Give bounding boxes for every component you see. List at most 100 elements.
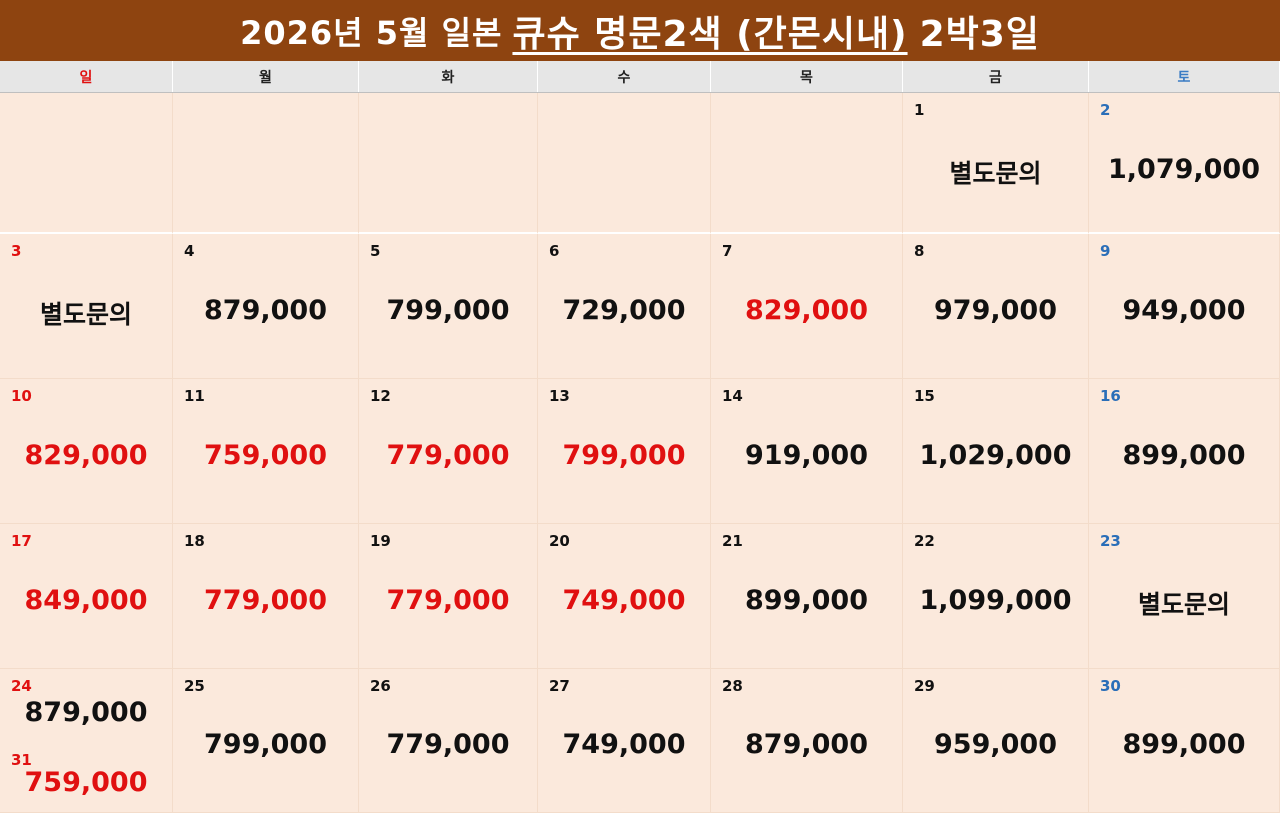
- day-cell: [173, 93, 359, 234]
- day-price: 899,000: [1122, 439, 1246, 471]
- day-cell[interactable]: 14 919,000: [711, 379, 903, 524]
- day-cell[interactable]: 17 849,000: [0, 524, 173, 669]
- day-number: 30: [1100, 677, 1121, 695]
- weekday-wed: 수: [538, 61, 711, 92]
- inquiry-note: 별도문의: [949, 158, 1042, 188]
- day-price: 879,000: [204, 294, 327, 326]
- day-cell[interactable]: 26 779,000: [359, 669, 538, 813]
- title-prefix: 2026년 5월 일본: [240, 13, 503, 52]
- day-number: 27: [549, 677, 570, 695]
- day-price: 779,000: [386, 729, 510, 760]
- day-price: 879,000: [24, 697, 148, 728]
- weekday-tue: 화: [359, 61, 538, 92]
- day-number: 16: [1100, 387, 1121, 405]
- weekday-sun: 일: [0, 61, 173, 92]
- day-price: 959,000: [934, 729, 1057, 760]
- day-price: 849,000: [24, 584, 148, 616]
- day-number: 7: [722, 242, 733, 260]
- day-price: 749,000: [562, 729, 686, 760]
- day-price: 759,000: [24, 767, 148, 798]
- day-number: 20: [549, 532, 570, 550]
- day-cell[interactable]: 1 별도문의: [903, 93, 1089, 234]
- day-cell[interactable]: 19 779,000: [359, 524, 538, 669]
- title-highlight: 큐슈 명문2색 (간몬시내): [512, 13, 908, 55]
- day-number: 22: [914, 532, 935, 550]
- day-cell[interactable]: 21 899,000: [711, 524, 903, 669]
- day-cell[interactable]: 11 759,000: [173, 379, 359, 524]
- week-row: 1 별도문의 2 1,079,000: [0, 93, 1280, 234]
- day-number: 24: [11, 677, 32, 695]
- day-cell[interactable]: 15 1,029,000: [903, 379, 1089, 524]
- day-cell[interactable]: 24 879,000 31 759,000: [0, 669, 173, 813]
- day-cell[interactable]: 3 별도문의: [0, 234, 173, 379]
- day-cell[interactable]: 12 779,000: [359, 379, 538, 524]
- title-suffix: 2박3일: [919, 13, 1040, 55]
- week-row: 24 879,000 31 759,000 25 799,000 26 779,000 27 74…: [0, 669, 1280, 813]
- day-number: 26: [370, 677, 391, 695]
- day-cell[interactable]: 23 별도문의: [1089, 524, 1280, 669]
- day-number: 11: [184, 387, 205, 405]
- day-number: 19: [370, 532, 391, 550]
- day-cell[interactable]: 22 1,099,000: [903, 524, 1089, 669]
- day-cell[interactable]: 10 829,000: [0, 379, 173, 524]
- day-cell[interactable]: 25 799,000: [173, 669, 359, 813]
- day-price: 1,029,000: [919, 439, 1072, 471]
- day-cell[interactable]: 27 749,000: [538, 669, 711, 813]
- day-price: 759,000: [204, 439, 327, 471]
- day-cell[interactable]: 9 949,000: [1089, 234, 1280, 379]
- day-price: 979,000: [934, 294, 1057, 326]
- weekday-thu: 목: [711, 61, 903, 92]
- week-row: 17 849,000 18 779,000 19 779,000 20 749,000 21 89…: [0, 524, 1280, 669]
- day-number: 8: [914, 242, 925, 260]
- day-price: 899,000: [1122, 729, 1246, 760]
- day-number: 23: [1100, 532, 1121, 550]
- day-price: 749,000: [562, 584, 686, 616]
- day-cell: [538, 93, 711, 234]
- day-cell: [0, 93, 173, 234]
- day-price: 779,000: [386, 439, 510, 471]
- day-price: 1,079,000: [1107, 153, 1261, 185]
- day-cell[interactable]: 8 979,000: [903, 234, 1089, 379]
- day-number: 18: [184, 532, 205, 550]
- day-number: 6: [549, 242, 560, 260]
- day-price: 779,000: [204, 584, 327, 616]
- day-cell[interactable]: 4 879,000: [173, 234, 359, 379]
- day-number: 21: [722, 532, 743, 550]
- day-number: 31: [11, 751, 32, 769]
- day-price: 899,000: [745, 584, 868, 616]
- day-number: 12: [370, 387, 391, 405]
- day-cell: [359, 93, 538, 234]
- day-cell[interactable]: 29 959,000: [903, 669, 1089, 813]
- day-number: 28: [722, 677, 743, 695]
- day-cell[interactable]: 20 749,000: [538, 524, 711, 669]
- day-number: 14: [722, 387, 743, 405]
- day-cell[interactable]: 13 799,000: [538, 379, 711, 524]
- day-cell[interactable]: 5 799,000: [359, 234, 538, 379]
- day-number: 3: [11, 242, 22, 260]
- day-number: 10: [11, 387, 32, 405]
- day-price: 799,000: [386, 294, 510, 326]
- day-number: 13: [549, 387, 570, 405]
- day-cell[interactable]: 7 829,000: [711, 234, 903, 379]
- day-number: 2: [1100, 101, 1111, 119]
- calendar-grid: 1 별도문의 2 1,079,000 3 별도문의 4 879,000 5 799,000 6 729…: [0, 93, 1280, 813]
- day-price: 919,000: [745, 439, 868, 471]
- weekday-fri: 금: [903, 61, 1089, 92]
- day-number: 9: [1100, 242, 1111, 260]
- day-price: 799,000: [204, 729, 327, 760]
- day-price: 829,000: [24, 439, 148, 471]
- week-row: 10 829,000 11 759,000 12 779,000 13 799,000 14 91…: [0, 379, 1280, 524]
- day-price: 829,000: [745, 294, 868, 326]
- day-cell[interactable]: 6 729,000: [538, 234, 711, 379]
- day-cell[interactable]: 18 779,000: [173, 524, 359, 669]
- day-number: 1: [914, 101, 925, 119]
- day-number: 4: [184, 242, 195, 260]
- day-cell[interactable]: 30 899,000: [1089, 669, 1280, 813]
- day-cell: [711, 93, 903, 234]
- day-cell[interactable]: 16 899,000: [1089, 379, 1280, 524]
- day-number: 25: [184, 677, 205, 695]
- weekday-sat: 토: [1089, 61, 1280, 92]
- day-cell[interactable]: 2 1,079,000: [1089, 93, 1280, 234]
- day-cell[interactable]: 28 879,000: [711, 669, 903, 813]
